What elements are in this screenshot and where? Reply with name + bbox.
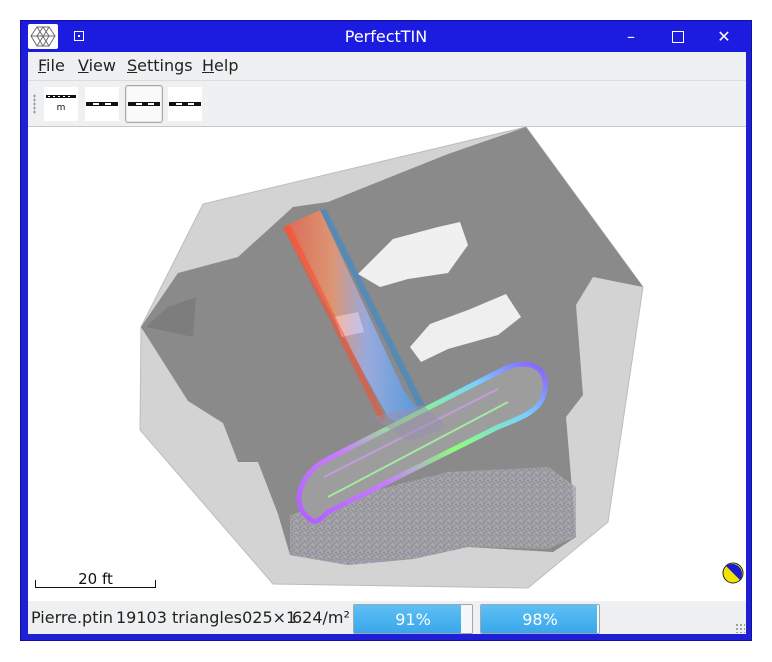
line-style-icon — [169, 102, 201, 106]
menu-help-accel: H — [202, 56, 215, 75]
app-window: PerfectTIN – ✕ File View Settings Help m — [20, 20, 752, 641]
maximize-button[interactable] — [655, 21, 701, 52]
title-bar[interactable]: PerfectTIN – ✕ — [21, 21, 751, 52]
toolbar: m — [28, 81, 746, 127]
menu-view-label: iew — [88, 56, 116, 75]
toolbar-grip-handle[interactable] — [33, 94, 36, 114]
menu-help[interactable]: Help — [202, 56, 238, 75]
menu-settings[interactable]: Settings — [127, 56, 193, 75]
status-density: 624/m² — [292, 608, 350, 627]
progress-bar-2-fill — [481, 605, 597, 633]
scale-bar: 20 ft — [35, 570, 156, 592]
scale-unit-label: m — [57, 103, 66, 113]
scale-bar-tick-right — [155, 580, 156, 588]
close-button[interactable]: ✕ — [717, 27, 731, 46]
contour-mode-button[interactable] — [85, 87, 119, 121]
line-style-icon — [128, 102, 160, 106]
terrain-viewport[interactable]: 20 ft — [28, 127, 746, 601]
status-triangle-count: 19103 triangles — [116, 608, 243, 627]
progress-bar-1-label: 91% — [395, 610, 431, 629]
main-content: File View Settings Help m — [28, 52, 746, 634]
menu-view[interactable]: View — [78, 56, 116, 75]
menu-file[interactable]: File — [38, 56, 65, 75]
surface-hole — [410, 294, 521, 362]
menu-settings-label: ettings — [137, 56, 193, 75]
triangle-mode-button[interactable] — [168, 87, 202, 121]
menu-view-accel: V — [78, 56, 89, 75]
shaded-mode-button[interactable] — [125, 85, 163, 123]
scale-mode-button[interactable]: m — [44, 87, 78, 121]
road-slope — [283, 210, 423, 429]
window-title: PerfectTIN — [344, 27, 428, 46]
line-style-icon — [86, 102, 118, 106]
status-tolerance: .025×1 — [237, 608, 297, 627]
maximize-icon — [672, 30, 684, 43]
progress-bar-1-fill — [354, 605, 462, 633]
menu-file-accel: F — [38, 56, 47, 75]
status-bar: Pierre.ptin 19103 triangles .025×1 624/m… — [28, 601, 746, 634]
progress-bar-2: 98% — [480, 604, 600, 634]
menu-settings-accel: S — [127, 56, 138, 75]
progress-bar-1: 91% — [353, 604, 473, 634]
minimize-button[interactable]: – — [627, 27, 635, 46]
surface-hole — [358, 222, 468, 287]
scale-bar-line — [35, 587, 156, 588]
menu-file-label: ile — [46, 56, 65, 75]
size-grip-handle[interactable] — [735, 623, 745, 633]
window-menu-icon[interactable] — [74, 31, 84, 41]
scale-bar-label: 20 ft — [78, 570, 113, 588]
progress-bar-2-label: 98% — [522, 610, 558, 629]
scale-ruler-icon: m — [46, 95, 76, 113]
menu-help-label: elp — [214, 56, 239, 75]
compass-indicator-icon — [722, 562, 744, 584]
tin-logo-icon[interactable] — [28, 24, 58, 49]
status-filename: Pierre.ptin — [31, 608, 114, 627]
tin-surface-render — [139, 127, 744, 589]
menu-bar: File View Settings Help — [28, 52, 746, 81]
scale-bar-tick-left — [35, 580, 36, 588]
